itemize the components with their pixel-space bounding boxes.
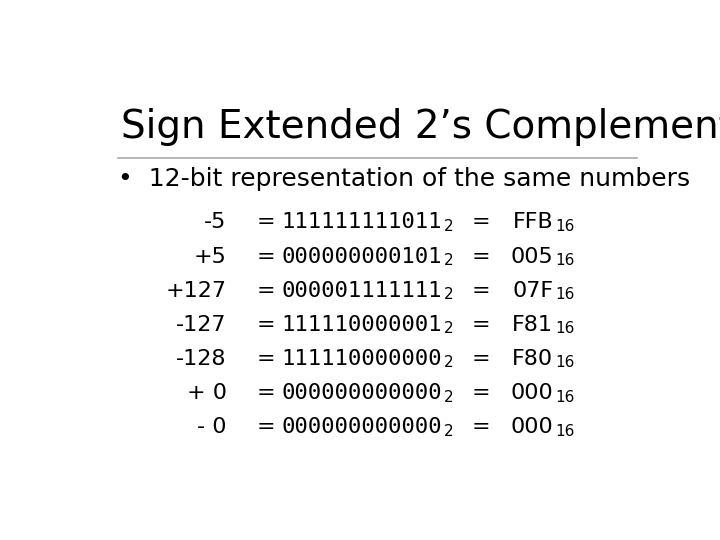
Text: •  12-bit representation of the same numbers: • 12-bit representation of the same numb… [118, 167, 690, 191]
Text: =: = [256, 383, 275, 403]
Text: -5: -5 [204, 212, 227, 232]
Text: 07F: 07F [512, 281, 553, 301]
Text: =: = [472, 383, 490, 403]
Text: =: = [256, 315, 275, 335]
Text: 16: 16 [555, 424, 575, 438]
Text: 2: 2 [444, 321, 454, 336]
Text: +5: +5 [194, 246, 227, 267]
Text: 2: 2 [444, 219, 454, 234]
Text: F80: F80 [512, 349, 553, 369]
Text: 000: 000 [510, 417, 553, 437]
Text: 2: 2 [444, 424, 454, 438]
Text: =: = [256, 281, 275, 301]
Text: 000000000101: 000000000101 [281, 246, 441, 267]
Text: =: = [472, 212, 490, 232]
Text: 2: 2 [444, 389, 454, 404]
Text: 005: 005 [510, 246, 553, 267]
Text: =: = [256, 246, 275, 267]
Text: 16: 16 [555, 287, 575, 302]
Text: 000000000000: 000000000000 [281, 383, 441, 403]
Text: + 0: + 0 [186, 383, 227, 403]
Text: 16: 16 [555, 321, 575, 336]
Text: +127: +127 [166, 281, 227, 301]
Text: 111110000001: 111110000001 [281, 315, 441, 335]
Text: 16: 16 [555, 355, 575, 370]
Text: -128: -128 [176, 349, 227, 369]
Text: - 0: - 0 [197, 417, 227, 437]
Text: =: = [472, 315, 490, 335]
Text: 111111111011: 111111111011 [281, 212, 441, 232]
Text: 000001111111: 000001111111 [281, 281, 441, 301]
Text: 2: 2 [444, 355, 454, 370]
Text: -127: -127 [176, 315, 227, 335]
Text: 16: 16 [555, 219, 575, 234]
Text: 000000000000: 000000000000 [281, 417, 441, 437]
Text: =: = [256, 212, 275, 232]
Text: FFB: FFB [513, 212, 553, 232]
Text: =: = [472, 281, 490, 301]
Text: 2: 2 [444, 287, 454, 302]
Text: 000: 000 [510, 383, 553, 403]
Text: =: = [472, 417, 490, 437]
Text: F81: F81 [512, 315, 553, 335]
Text: 2: 2 [444, 253, 454, 268]
Text: =: = [256, 349, 275, 369]
Text: 111110000000: 111110000000 [281, 349, 441, 369]
Text: =: = [256, 417, 275, 437]
Text: =: = [472, 246, 490, 267]
Text: 16: 16 [555, 253, 575, 268]
Text: 16: 16 [555, 389, 575, 404]
Text: Sign Extended 2’s Complement: Sign Extended 2’s Complement [121, 109, 720, 146]
Text: =: = [472, 349, 490, 369]
